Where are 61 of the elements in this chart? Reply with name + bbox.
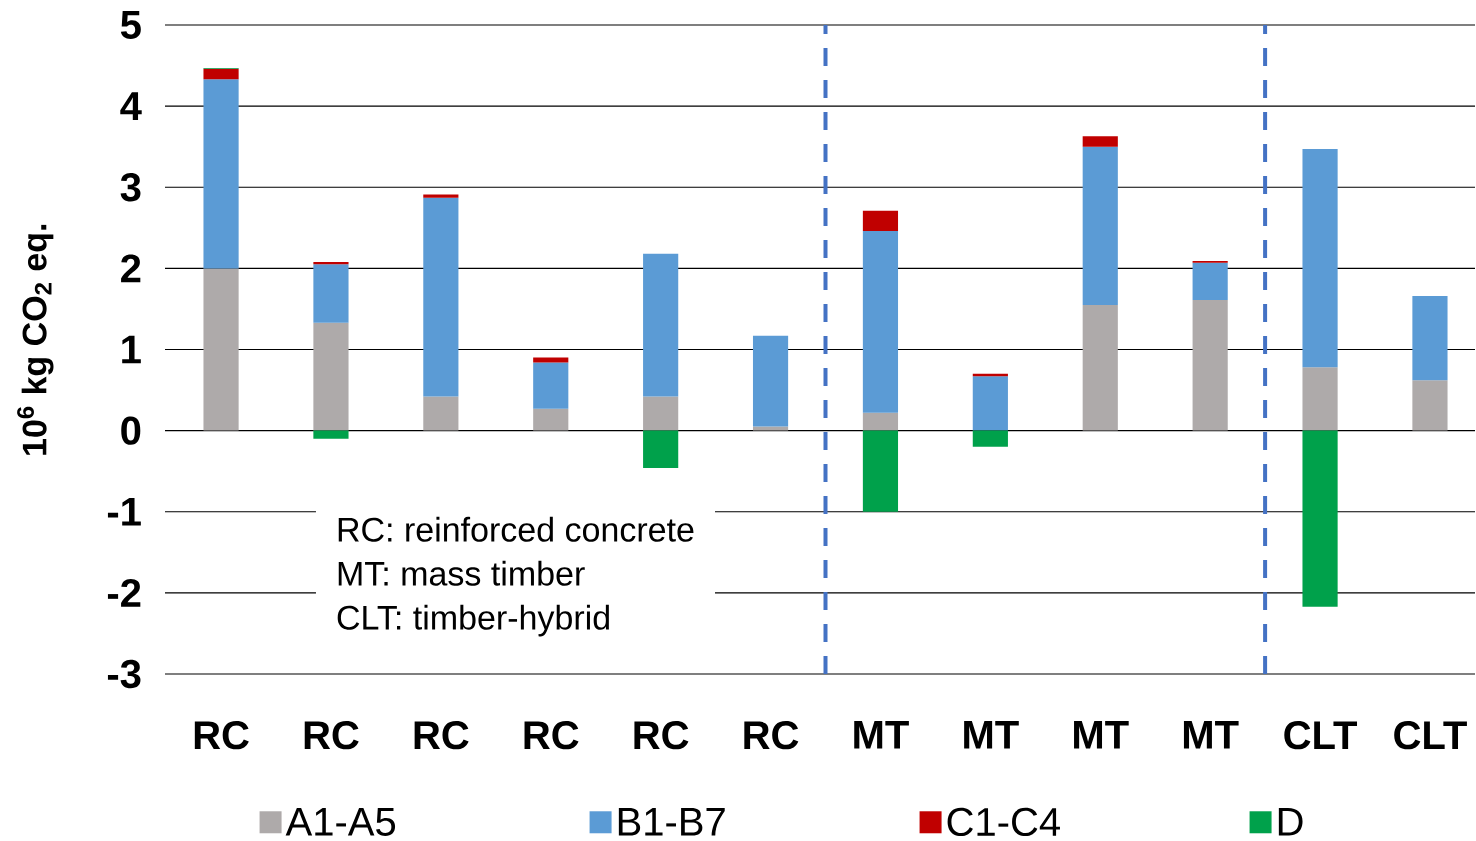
- x-tick-label: MT: [1183, 721, 1239, 749]
- bar: [1412, 380, 1448, 431]
- bar: [1302, 367, 1338, 431]
- x-tick-label: MT: [1074, 721, 1129, 749]
- x-tick-label: RC: [194, 721, 249, 750]
- bar: [643, 430, 679, 468]
- bar: [862, 210, 899, 232]
- bar: [1082, 304, 1118, 431]
- annotation: MT: mass timber: [338, 560, 585, 586]
- bar: [643, 253, 679, 397]
- annotation: CLT: timber-hybrid: [337, 604, 609, 637]
- y-tick-label: 4: [120, 92, 142, 120]
- bar: [423, 396, 459, 431]
- y-axis-title: 10$^{6}$ kg CO$_{2}$ eq.: [17, 224, 54, 455]
- bar: [313, 430, 349, 439]
- legend-label: C1-C4: [947, 807, 1060, 837]
- bar: [313, 322, 349, 431]
- bar: [1192, 300, 1228, 431]
- y-tick-label: -2: [107, 578, 141, 607]
- bar: [423, 194, 459, 198]
- x-tick-label: RC: [304, 721, 359, 750]
- bar: [1082, 136, 1118, 147]
- bar: [533, 362, 569, 409]
- legend-label: B1-B7: [618, 808, 725, 836]
- bar: [313, 264, 349, 323]
- bar: [752, 426, 789, 431]
- x-tick-label: MT: [964, 721, 1019, 749]
- bar: [752, 335, 789, 427]
- y-tick-label: 3: [120, 173, 141, 202]
- legend-label: D: [1278, 808, 1303, 836]
- bar: [1082, 146, 1118, 305]
- bar: [1192, 262, 1228, 301]
- bar: [972, 376, 1008, 431]
- y-tick-label: 1: [122, 335, 141, 364]
- bar: [643, 396, 679, 431]
- y-tick-label: 5: [120, 11, 141, 39]
- bar: [203, 268, 239, 431]
- bar: [1302, 149, 1338, 368]
- bar: [533, 408, 569, 431]
- bar: [862, 412, 899, 431]
- y-tick-label: 0: [121, 416, 141, 445]
- y-tick-label: 2: [121, 254, 141, 283]
- x-tick-label: MT: [854, 721, 909, 749]
- bar: [203, 68, 239, 80]
- annotation: RC: reinforced concrete: [338, 516, 694, 542]
- x-tick-label: RC: [744, 721, 799, 750]
- bar: [203, 79, 239, 269]
- x-tick-label: CLT: [1394, 721, 1467, 750]
- bar: [1412, 295, 1448, 381]
- y-tick-label: -1: [107, 498, 141, 526]
- bar: [1302, 430, 1338, 607]
- x-tick-label: CLT: [1284, 721, 1358, 750]
- bar: [972, 430, 1008, 447]
- x-tick-label: RC: [634, 721, 689, 750]
- bar: [423, 197, 459, 397]
- x-tick-label: RC: [524, 721, 579, 750]
- bar: [862, 430, 899, 512]
- x-tick-label: RC: [414, 721, 469, 750]
- y-tick-label: -3: [107, 659, 141, 689]
- legend-label: A1-A5: [285, 808, 396, 836]
- bar: [862, 231, 899, 413]
